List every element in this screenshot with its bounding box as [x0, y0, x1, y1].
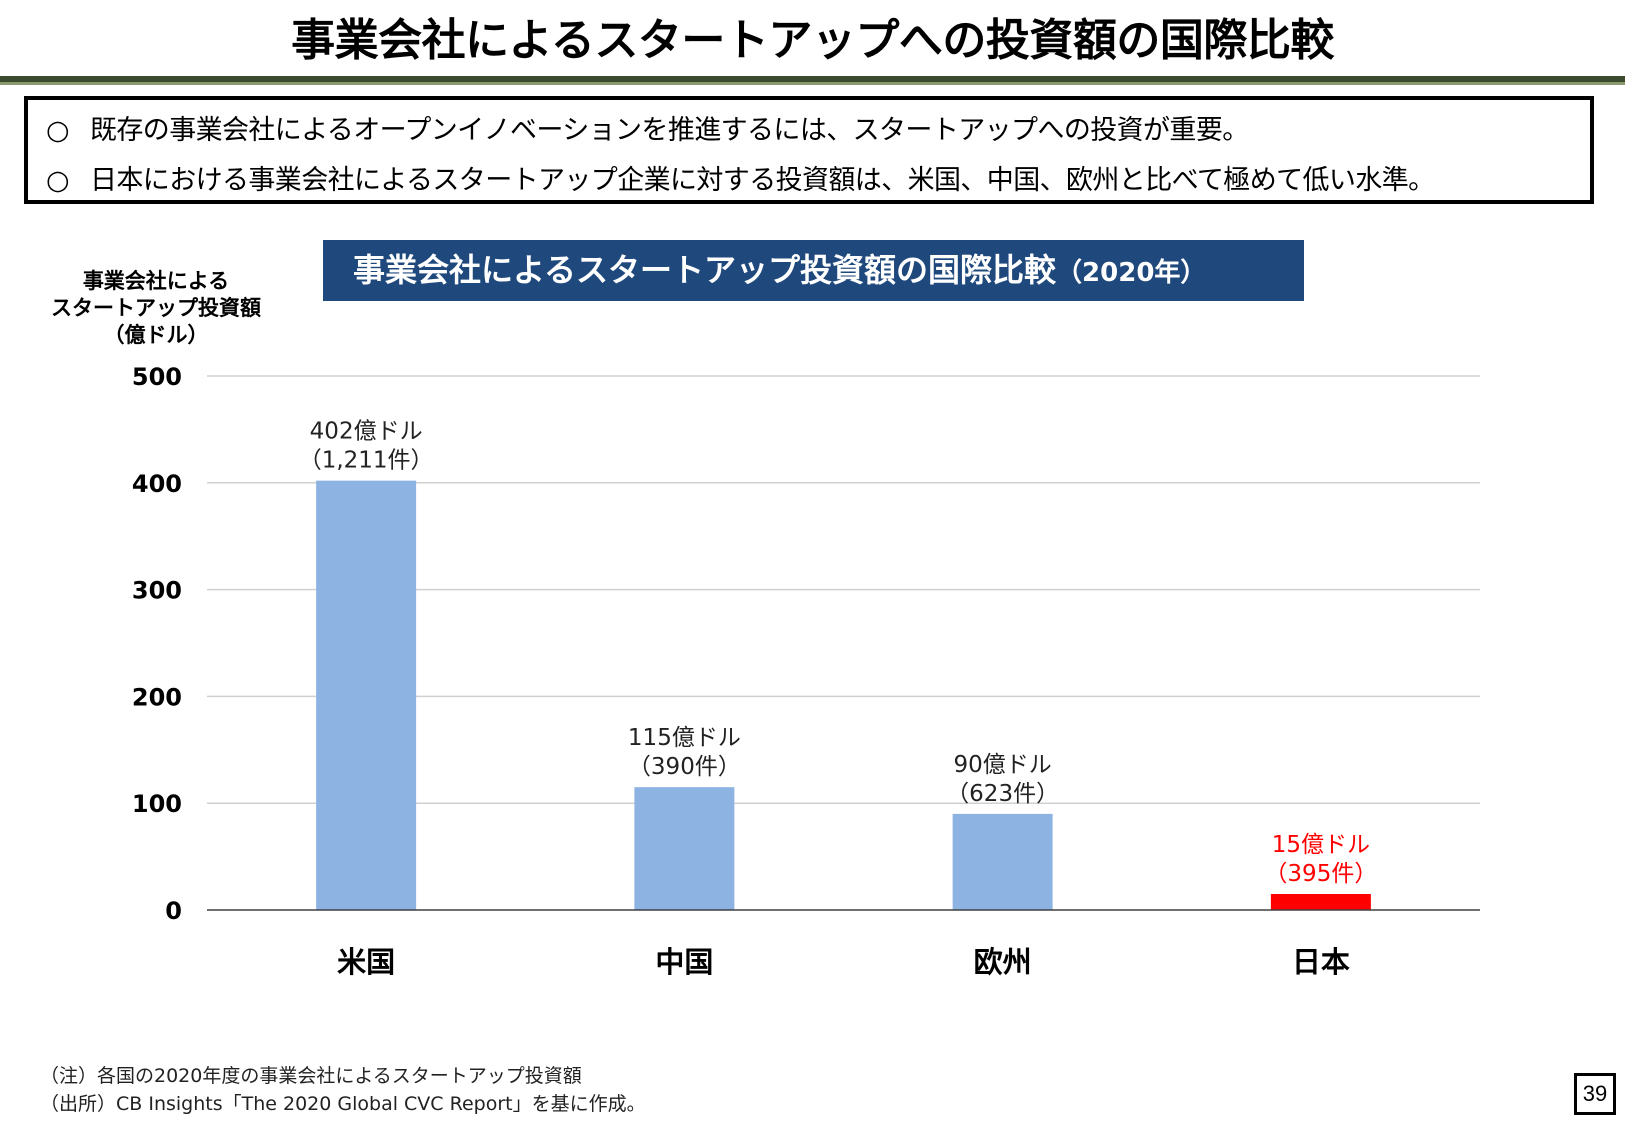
- bar: [316, 480, 417, 910]
- bar-chart: 0 100 200 300 400 500 402億ドル （1,211件） 米国 115億ドル （3…: [132, 363, 1480, 979]
- x-category-label: 欧州: [974, 945, 1032, 979]
- bullet-circle-icon: ○: [46, 165, 70, 196]
- slide-title: 事業会社によるスタートアップへの投資額の国際比較: [291, 15, 1334, 66]
- bullet-text: 日本における事業会社によるスタートアップ企業に対する投資額は、米国、中国、欧州と…: [90, 165, 1435, 196]
- title-rule: [0, 76, 1625, 82]
- title-rule-accent: [0, 82, 1625, 85]
- data-label-amount: 115億ドル: [628, 725, 741, 751]
- y-tick-label: 200: [132, 683, 182, 711]
- y-tick-label: 300: [132, 577, 182, 605]
- bullet-circle-icon: ○: [46, 115, 70, 146]
- y-axis-label: 事業会社による スタートアップ投資額 （億ドル）: [51, 269, 261, 347]
- data-label-amount: 402億ドル: [310, 419, 423, 445]
- data-label-count: （623件）: [946, 781, 1059, 807]
- page-number: 39: [1574, 1073, 1616, 1115]
- data-label-count: （390件）: [628, 754, 741, 780]
- footnote-source: （出所）CB Insights「The 2020 Global CVC Repo…: [40, 1093, 646, 1115]
- x-category-label: 米国: [337, 945, 395, 979]
- chart-title-year: （2020年）: [1056, 258, 1207, 288]
- x-category-label: 中国: [655, 945, 713, 979]
- data-label-count: （1,211件）: [299, 448, 434, 474]
- summary-box: ○ 既存の事業会社によるオープンイノベーションを推進するには、スタートアップへの投…: [24, 96, 1594, 204]
- data-label-amount: 15億ドル: [1272, 832, 1370, 858]
- y-tick-label: 400: [132, 470, 182, 498]
- bar: [952, 813, 1053, 910]
- summary-bullet: ○ 日本における事業会社によるスタートアップ企業に対する投資額は、米国、中国、欧州…: [46, 156, 1590, 206]
- data-label-count: （395件）: [1264, 861, 1377, 887]
- y-tick-label: 500: [132, 363, 182, 391]
- chart-title: 事業会社によるスタートアップ投資額の国際比較: [353, 251, 1057, 289]
- x-category-label: 日本: [1292, 945, 1350, 979]
- footnote-note: （注）各国の2020年度の事業会社によるスタートアップ投資額: [40, 1065, 582, 1087]
- y-tick-label: 0: [165, 897, 182, 925]
- footnotes: （注）各国の2020年度の事業会社によるスタートアップ投資額 （出所）CB In…: [40, 1062, 646, 1118]
- bullet-text: 既存の事業会社によるオープンイノベーションを推進するには、スタートアップへの投資…: [90, 115, 1249, 146]
- summary-bullet: ○ 既存の事業会社によるオープンイノベーションを推進するには、スタートアップへの投…: [46, 106, 1590, 156]
- chart-title-banner: 事業会社によるスタートアップ投資額の国際比較（2020年）: [323, 240, 1304, 301]
- bar: [634, 787, 735, 910]
- data-label-amount: 90億ドル: [953, 752, 1051, 778]
- y-tick-label: 100: [132, 790, 182, 818]
- bar: [1270, 893, 1371, 910]
